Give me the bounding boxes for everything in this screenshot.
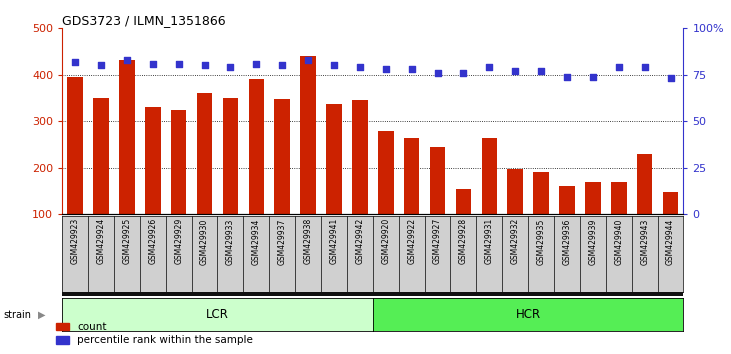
Bar [67,77,83,261]
Point [69,59,81,65]
Text: GDS3723 / ILMN_1351866: GDS3723 / ILMN_1351866 [62,14,226,27]
Bar [300,56,316,261]
Text: GSM429936: GSM429936 [562,218,572,264]
Text: GSM429927: GSM429927 [433,218,442,264]
Legend: count, percentile rank within the sample: count, percentile rank within the sample [56,322,253,345]
Text: GSM429924: GSM429924 [96,218,105,264]
Point [664,76,676,81]
Bar [171,110,186,261]
Bar [404,137,420,261]
Text: GSM429937: GSM429937 [278,218,287,264]
Bar [430,147,445,261]
Text: GSM429925: GSM429925 [122,218,132,264]
Bar [145,107,161,261]
Text: ▶: ▶ [38,309,45,320]
Bar [637,154,652,261]
Text: GSM429926: GSM429926 [148,218,157,264]
Text: GSM429920: GSM429920 [382,218,390,264]
Point [483,64,495,70]
Bar [611,182,626,261]
Point [561,74,573,79]
Bar [249,79,264,261]
Bar [455,189,471,261]
Bar [585,182,601,261]
Text: GSM429941: GSM429941 [330,218,338,264]
Point [639,64,651,70]
Bar [378,131,393,261]
Point [95,63,107,68]
Text: GSM429935: GSM429935 [537,218,545,264]
Text: GSM429923: GSM429923 [71,218,80,264]
Point [251,61,262,67]
Point [432,70,444,76]
Bar [482,137,497,261]
Text: GSM429928: GSM429928 [459,218,468,264]
Text: GSM429942: GSM429942 [355,218,364,264]
Point [380,67,392,72]
Bar [94,98,109,261]
Text: GSM429943: GSM429943 [640,218,649,264]
Bar [663,192,678,261]
Bar [507,169,523,261]
Text: GSM429940: GSM429940 [614,218,624,264]
Point [224,64,236,70]
Text: GSM429944: GSM429944 [666,218,675,264]
Bar [119,60,135,261]
Point [458,70,469,76]
Point [587,74,599,79]
Point [147,61,159,67]
Text: GSM429931: GSM429931 [485,218,494,264]
Point [535,68,547,74]
Bar [352,100,368,261]
Text: GSM429929: GSM429929 [174,218,183,264]
Text: GSM429922: GSM429922 [407,218,416,264]
Bar [274,99,290,261]
Text: GSM429939: GSM429939 [588,218,597,264]
Point [173,61,184,67]
Point [354,64,366,70]
Point [199,63,211,68]
Text: LCR: LCR [206,308,229,321]
Point [328,63,340,68]
Point [276,63,288,68]
Text: HCR: HCR [515,308,541,321]
Point [406,67,417,72]
Point [613,64,624,70]
Bar [197,93,212,261]
Text: strain: strain [4,309,31,320]
Bar [534,172,549,261]
Point [302,57,314,63]
Text: GSM429938: GSM429938 [303,218,313,264]
Text: GSM429930: GSM429930 [200,218,209,264]
Text: GSM429933: GSM429933 [226,218,235,264]
Point [510,68,521,74]
Text: GSM429932: GSM429932 [511,218,520,264]
Bar [326,104,342,261]
Bar [559,186,575,261]
Text: GSM429934: GSM429934 [251,218,261,264]
Point [121,57,133,63]
Bar [223,98,238,261]
